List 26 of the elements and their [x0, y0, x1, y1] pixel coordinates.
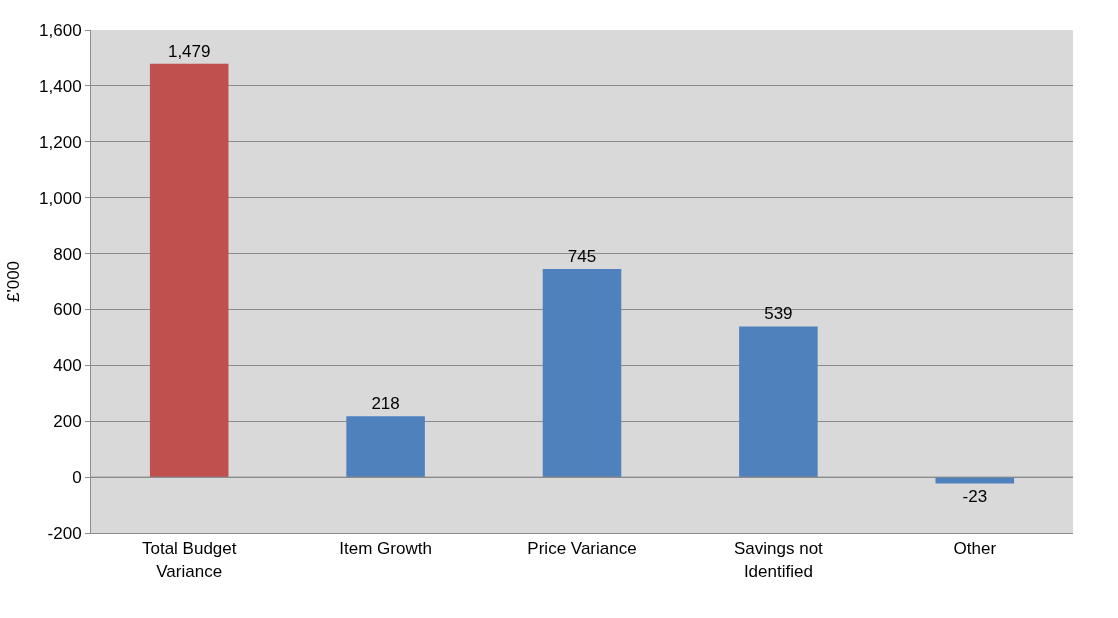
x-tick-label: Total Budget Variance [141, 539, 237, 581]
y-tick-label: 1,400 [39, 76, 82, 96]
bar [739, 326, 818, 478]
y-tick-label: -200 [47, 523, 82, 543]
y-tick-label: 200 [53, 412, 82, 432]
data-label: 218 [371, 394, 400, 414]
y-tick-label: 1,600 [39, 20, 82, 40]
y-tick-label: 1,000 [39, 188, 82, 208]
data-label: 539 [764, 304, 793, 324]
bar [149, 63, 229, 478]
y-tick-label: 0 [72, 468, 82, 488]
x-tick-label: Other [953, 539, 997, 559]
y-tick-label: 800 [53, 244, 82, 264]
y-tick-label: 1,200 [39, 132, 82, 152]
bar [935, 477, 1015, 484]
data-label: 1,479 [167, 41, 211, 61]
y-tick-label: 400 [53, 356, 82, 376]
data-label: -23 [962, 486, 988, 506]
bar [542, 268, 622, 478]
x-tick-label: Item Growth [339, 539, 432, 559]
y-axis-title: £'000 [3, 260, 23, 303]
bar [346, 416, 425, 478]
x-tick-label: Savings not Identified [733, 539, 824, 581]
x-tick-label: Price Variance [527, 539, 637, 559]
y-tick-label: 600 [53, 300, 82, 320]
data-label: 745 [567, 246, 597, 266]
